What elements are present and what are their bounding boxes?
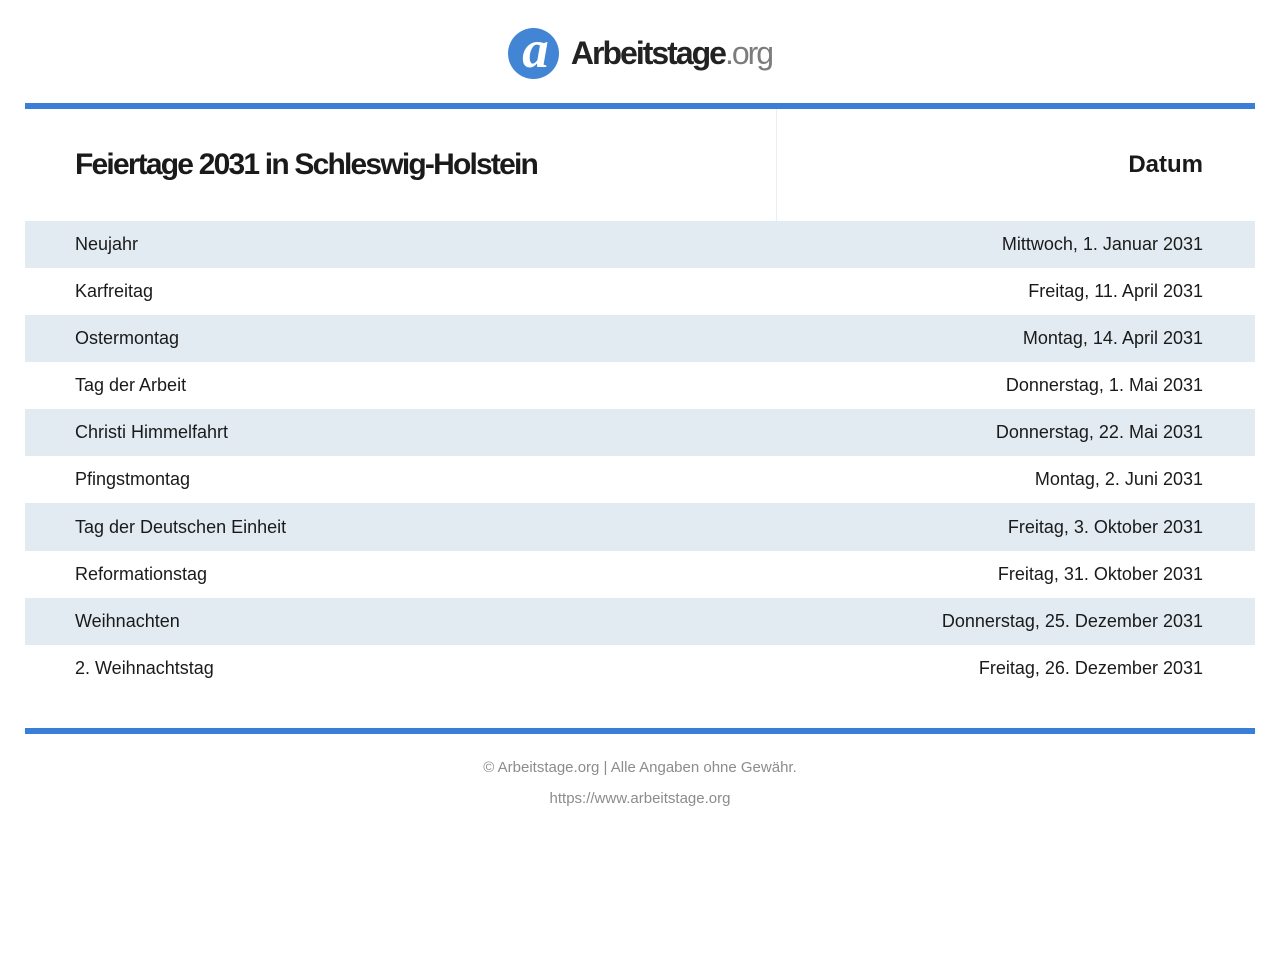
svg-text:a: a: [522, 28, 548, 79]
